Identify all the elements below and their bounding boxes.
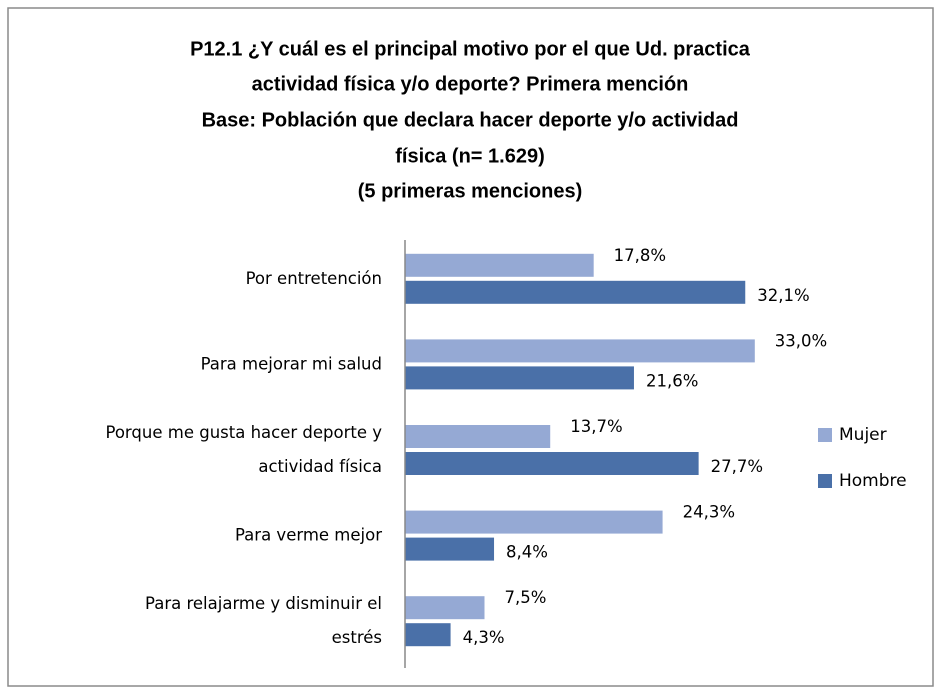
chart-title: Base: Población que declara hacer deport… [202,109,739,131]
y-tick-label: Para mejorar mi salud [201,354,382,373]
legend-swatch [818,428,832,442]
data-label: 21,6% [646,371,698,390]
data-label: 32,1% [757,286,809,305]
y-tick-label: Por entretención [246,268,382,287]
legend-label: Hombre [839,471,907,491]
bar [405,452,699,475]
chart-title: física (n= 1.629) [395,145,545,167]
chart-title: actividad física y/o deporte? Primera me… [252,73,689,95]
data-label: 8,4% [506,543,548,562]
bar [405,623,451,647]
data-label: 24,3% [683,503,735,522]
bar [405,537,495,561]
bar [405,253,594,277]
y-tick-label: Porque me gusta hacer deporte y actividad… [105,423,382,476]
bar [405,280,746,304]
chart-title: (5 primeras menciones) [358,180,583,202]
legend-label: Mujer [839,425,887,445]
bar [405,339,755,363]
data-label: 17,8% [614,246,666,265]
data-label: 4,3% [463,628,505,647]
data-label: 33,0% [775,331,827,350]
y-tick-label: Para relajarme y disminuir el estrés [145,594,382,647]
legend-swatch [818,474,832,488]
chart-title: P12.1 ¿Y cuál es el principal motivo por… [190,38,751,60]
data-label: 27,7% [711,457,763,476]
bar [405,366,634,390]
data-label: 13,7% [570,417,622,436]
bar [405,510,663,534]
bar [405,596,485,620]
y-tick-label: Para verme mejor [235,525,382,544]
bar [405,425,551,448]
data-label: 7,5% [505,588,547,607]
